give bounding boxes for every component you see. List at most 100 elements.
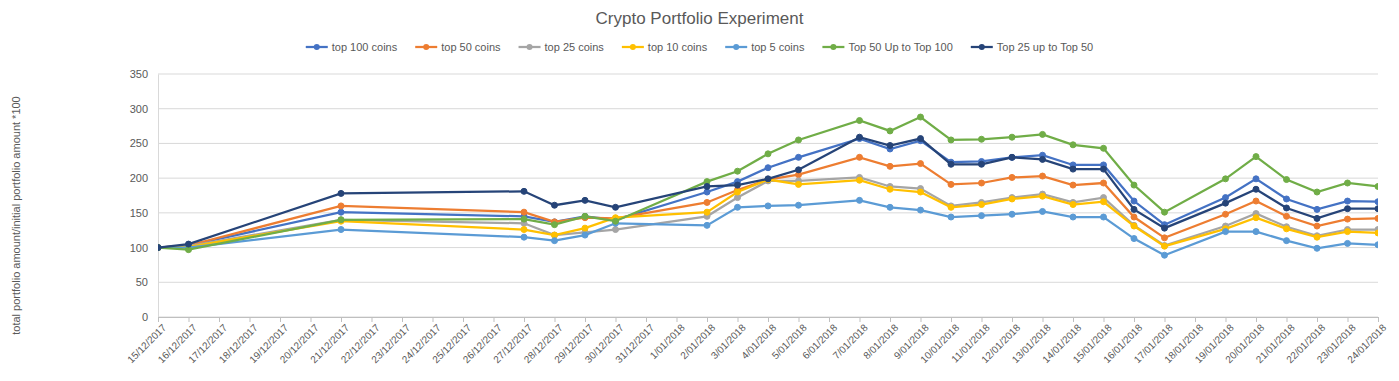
series [158,134,1378,250]
series-marker [1131,198,1137,204]
series-marker [1162,209,1168,215]
x-tick: 24/01/2018 [1345,317,1388,365]
series-marker [948,161,954,167]
x-tick-mark [616,317,617,322]
series-marker [338,203,344,209]
series-marker [1070,166,1076,172]
y-axis-title: total portfolio amount/initial portfolio… [10,96,22,334]
x-tick-mark [1287,317,1288,322]
plot-area: 05010015020025030035015/12/201716/12/201… [125,68,1388,365]
y-tick-label: 250 [130,137,148,149]
series-marker [796,167,802,173]
series-marker [857,177,863,183]
grid-line [158,74,1378,75]
series-marker [1131,182,1137,188]
series-marker [857,118,863,124]
series-marker [918,189,924,195]
x-tick-mark [463,317,464,322]
y-tick: 350 [130,68,158,80]
series-marker [338,209,344,215]
series-marker [1162,243,1168,249]
y-tick: 0 [142,311,158,323]
series-marker [948,214,954,220]
series-marker [158,245,161,251]
series-marker [704,209,710,215]
series-marker [1314,223,1320,229]
series-marker [1070,202,1076,208]
series-marker [552,202,558,208]
series-marker [1284,205,1290,211]
legend-item: top 50 coins [415,41,501,53]
y-tick: 250 [130,137,158,149]
series-marker [704,183,710,189]
series-marker [1375,183,1378,189]
series-marker [1009,174,1015,180]
series-marker [1253,198,1259,204]
legend-item: Top 50 Up to Top 100 [822,41,952,53]
series-marker [338,217,344,223]
series-marker [796,181,802,187]
series-marker [796,137,802,143]
x-tick-mark [1073,317,1074,322]
series-marker [338,190,344,196]
chart-root: 05010015020025030035015/12/201716/12/201… [0,0,1399,381]
series-marker [735,189,741,195]
x-tick-mark [433,317,434,322]
series-marker [765,203,771,209]
series-marker [918,207,924,213]
series-marker [1162,252,1168,258]
x-tick-label: 31/12/2017 [613,322,656,365]
legend-marker [314,44,320,50]
series-marker [1253,215,1259,221]
series-marker [613,227,619,233]
series-marker [948,181,954,187]
series-marker [1223,211,1229,217]
x-tick-mark [1043,317,1044,322]
x-tick-mark [1195,317,1196,322]
series-marker [979,213,985,219]
legend-item: top 100 coins [306,41,398,53]
x-tick-mark [951,317,952,322]
series-marker [158,245,161,251]
series-marker [1162,225,1168,231]
x-axis: 15/12/201716/12/201717/12/201718/12/2017… [125,317,1388,365]
series-marker [1070,182,1076,188]
grid-line [158,108,1378,109]
series-marker [1223,200,1229,206]
chart-title: Crypto Portfolio Experiment [596,9,804,28]
series-marker [521,209,527,215]
series-marker [1345,240,1351,246]
x-tick-mark [1348,317,1349,322]
series-marker [857,154,863,160]
x-tick-mark [829,317,830,322]
series-marker [1162,235,1168,241]
x-tick-mark [402,317,403,322]
series-marker [1253,176,1259,182]
x-tick-mark [860,317,861,322]
series-marker [1101,145,1107,151]
series-marker [918,114,924,120]
series-marker [1040,131,1046,137]
series-marker [1070,214,1076,220]
series-group [158,114,1378,258]
grid-line [158,247,1378,248]
series-line [158,200,1378,255]
series-marker [796,154,802,160]
series-marker [704,199,710,205]
series-marker [979,202,985,208]
legend-label: top 50 coins [441,41,501,53]
series-marker [704,222,710,228]
x-tick-mark [585,317,586,322]
series-marker [887,143,893,149]
series-marker [582,213,588,219]
series-marker [1314,234,1320,240]
legend-label: Top 50 Up to Top 100 [848,41,952,53]
legend-marker [979,44,985,50]
series-marker [735,182,741,188]
legend: top 100 coinstop 50 coinstop 25 coinstop… [306,41,1093,53]
series [158,136,1378,251]
x-tick: 31/12/2017 [613,317,656,365]
series-marker [521,234,527,240]
x-tick-mark [1226,317,1227,322]
series-marker [765,151,771,157]
